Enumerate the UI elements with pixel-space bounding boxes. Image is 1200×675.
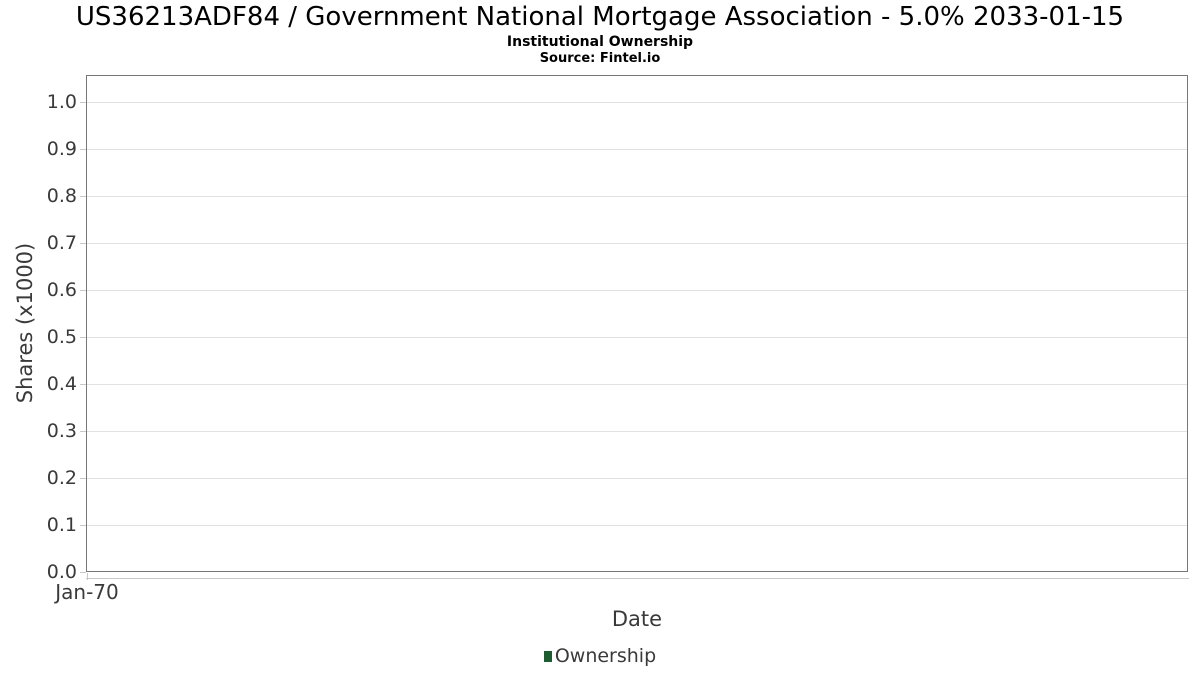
y-gridline [87,525,1187,526]
chart-legend: Ownership [0,645,1200,667]
y-tick-mark [80,243,86,244]
y-tick-mark [80,149,86,150]
y-gridline [87,243,1187,244]
y-tick-label: 0.4 [46,373,77,395]
y-tick-mark [80,525,86,526]
y-tick-mark [80,478,86,479]
y-tick-mark [80,337,86,338]
y-gridline [87,102,1187,103]
chart-source: Source: Fintel.io [539,51,661,66]
y-gridline [87,384,1187,385]
y-gridline [87,431,1187,432]
x-tick-mark [87,573,88,580]
y-tick-mark [80,431,86,432]
legend-entry-ownership[interactable]: Ownership [543,645,657,667]
y-tick-label: 0.7 [46,232,77,254]
y-tick-mark [80,196,86,197]
y-gridline [87,337,1187,338]
y-tick-label: 0.3 [46,420,77,442]
y-tick-label: 1.0 [46,91,77,113]
y-tick-label: 0.5 [46,326,77,348]
x-tick-label: Jan-70 [55,580,119,604]
plot-area [86,75,1188,572]
legend-marker-square-icon [543,650,552,662]
x-axis-line [86,578,1189,579]
y-gridline [87,149,1187,150]
chart-subtitle: Institutional Ownership [506,34,694,50]
y-tick-mark [80,290,86,291]
y-tick-label: 0.8 [46,185,77,207]
y-tick-mark [80,384,86,385]
x-axis-title: Date [611,607,663,631]
legend-label: Ownership [554,645,657,667]
y-tick-mark [80,572,86,573]
y-tick-label: 0.0 [46,561,77,583]
y-tick-label: 0.9 [46,138,77,160]
y-gridline [87,290,1187,291]
y-gridline [87,478,1187,479]
y-tick-mark [80,102,86,103]
y-tick-label: 0.1 [46,514,77,536]
y-tick-label: 0.2 [46,467,77,489]
chart-title: US36213ADF84 / Government National Mortg… [75,2,1125,32]
y-tick-label: 0.6 [46,279,77,301]
y-gridline [87,196,1187,197]
